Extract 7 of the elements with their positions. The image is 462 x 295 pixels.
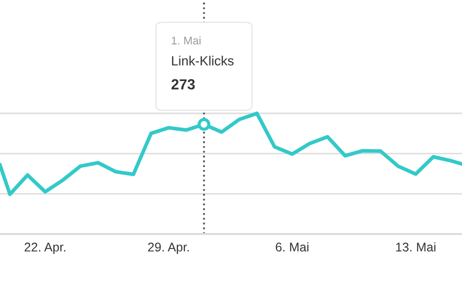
x-tick-label: 13. Mai [396,242,436,252]
x-tick-label: 22. Apr. [24,242,66,254]
text: Link-Klicks [172,56,234,66]
text: 273 [171,79,195,90]
x-tick-label: 29. Apr. [148,242,189,254]
x-tick-label: 6. Mai [276,242,308,252]
text: 1. Mai [172,36,200,44]
